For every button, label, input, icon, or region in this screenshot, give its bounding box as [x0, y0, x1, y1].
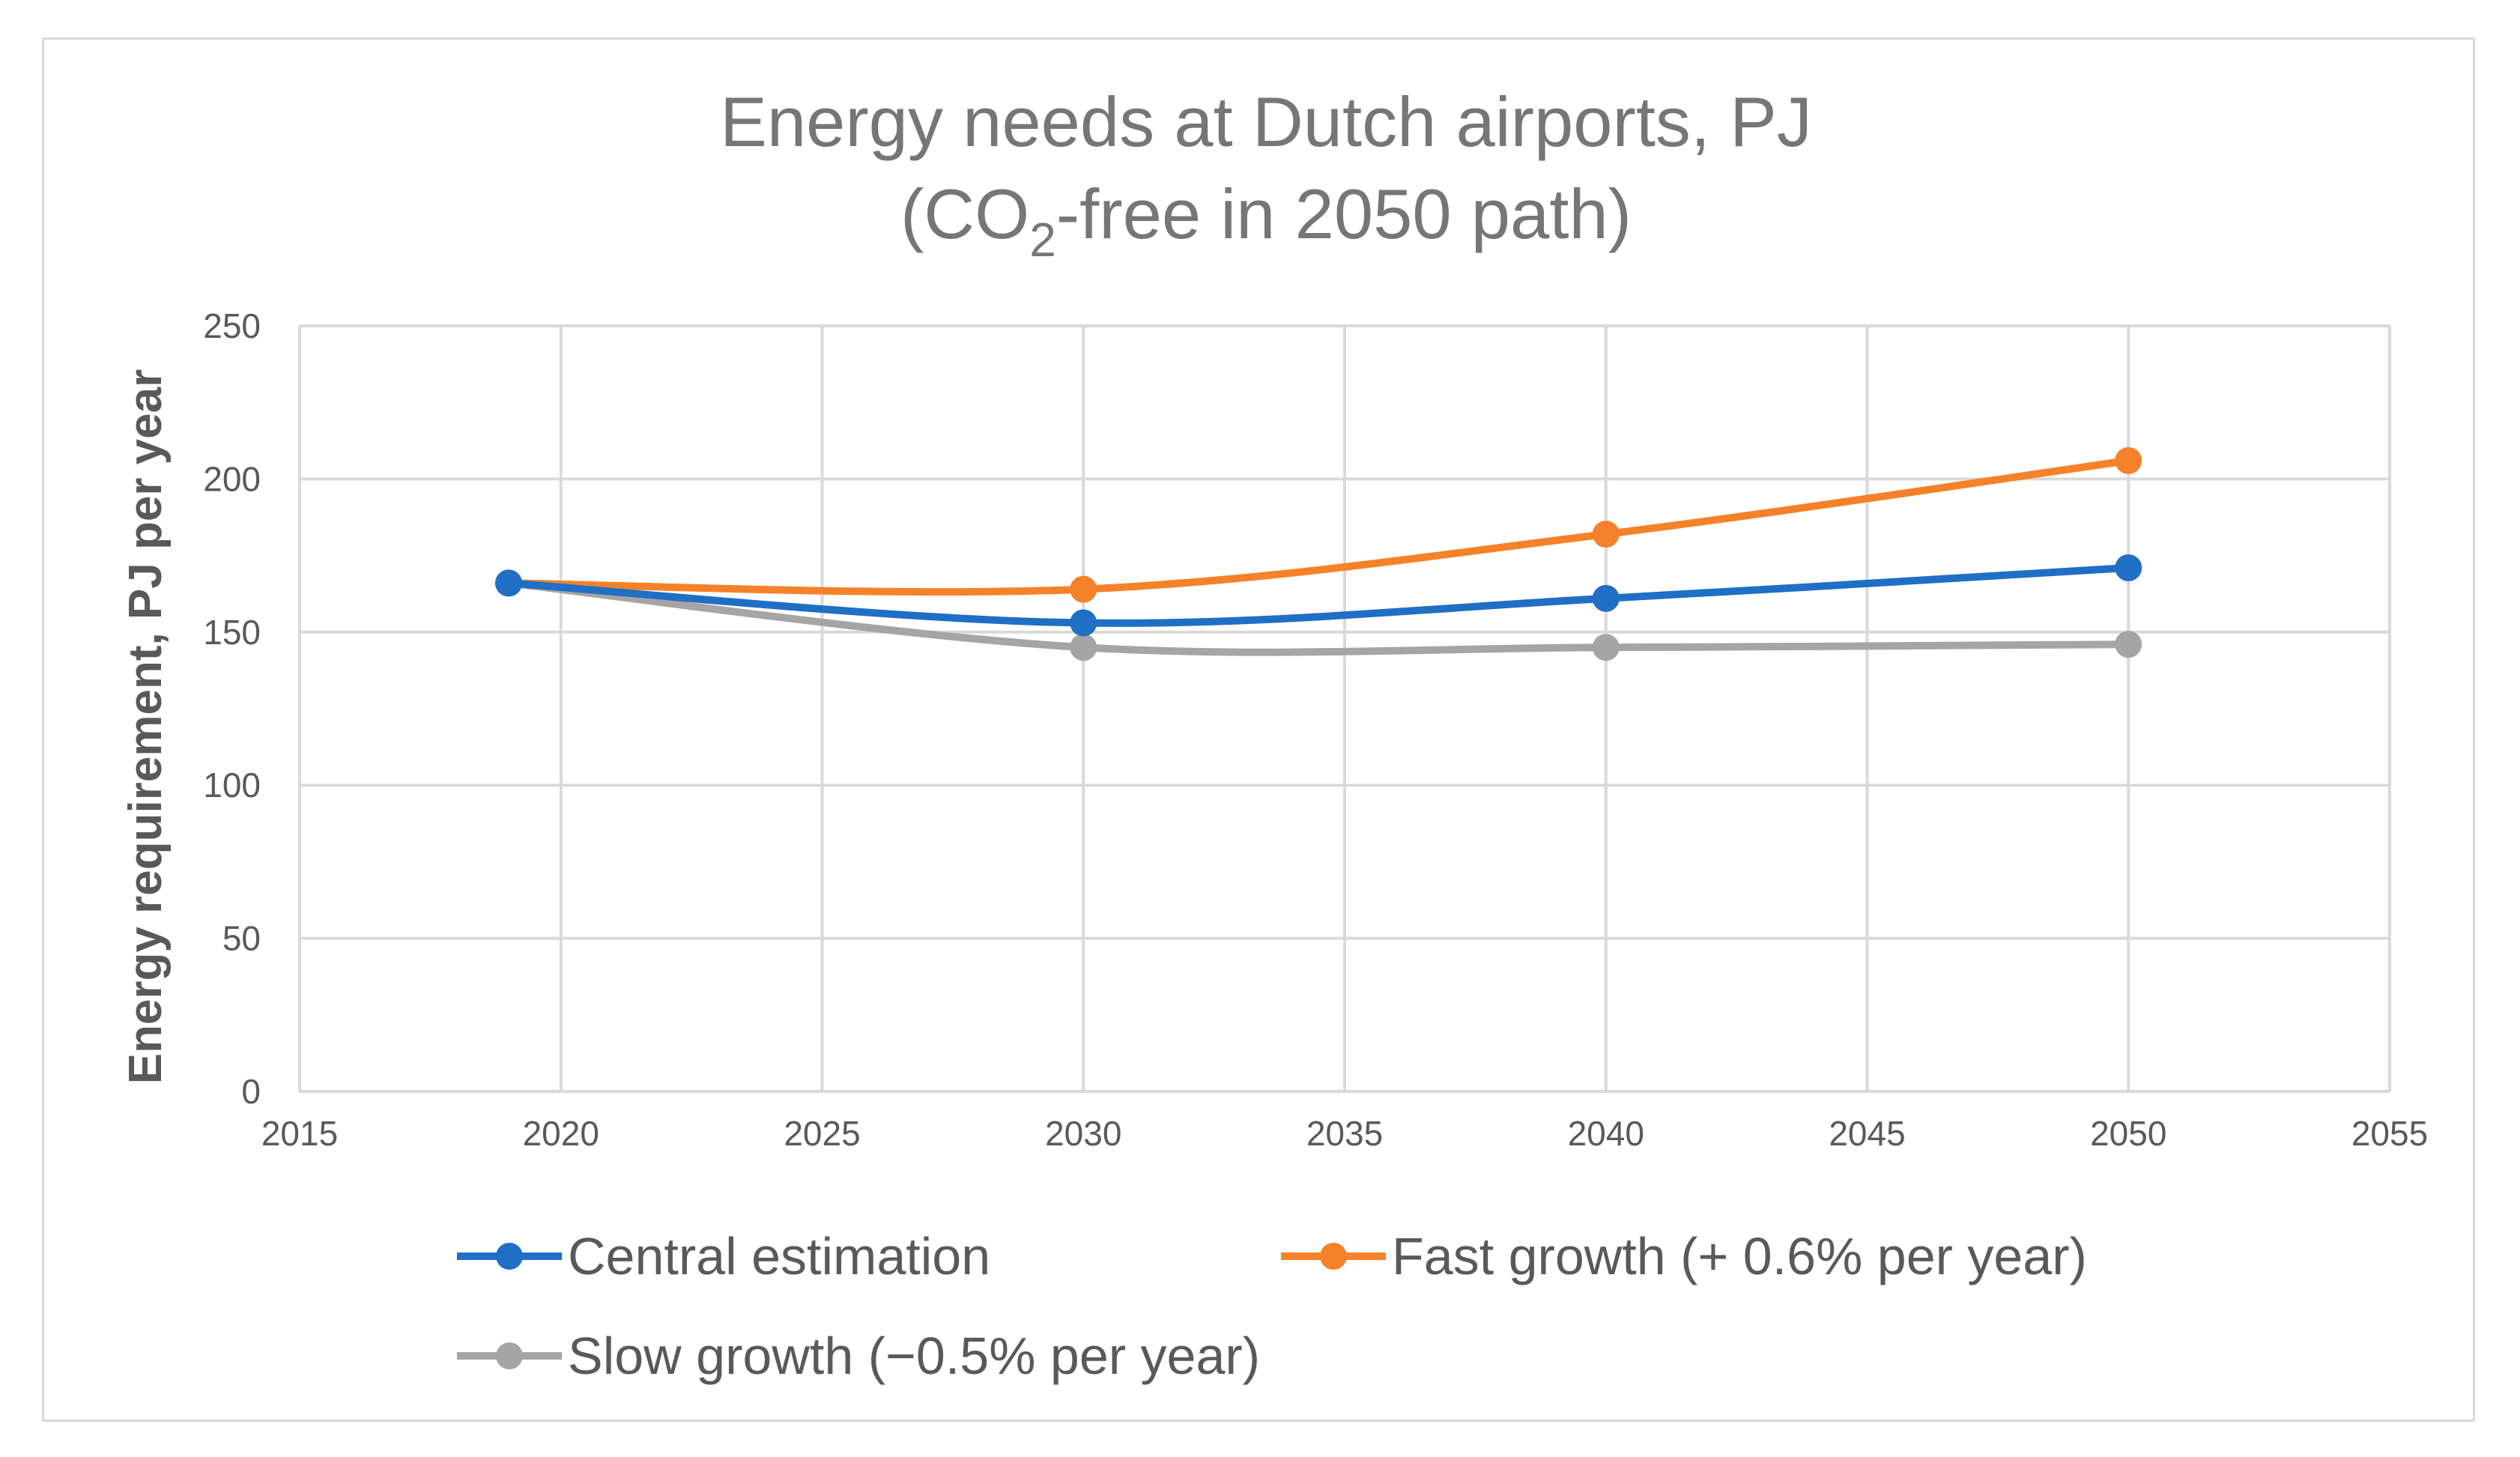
series-0-point-2050 — [2115, 554, 2142, 581]
legend-marker-1 — [1320, 1243, 1347, 1270]
y-tick-label-100: 100 — [203, 766, 261, 805]
y-tick-label-0: 0 — [241, 1072, 261, 1111]
chart-title-suffix: -free in 2050 path) — [1056, 175, 1632, 253]
chart-frame — [42, 37, 2475, 1422]
series-line-0 — [505, 563, 2133, 627]
gridlines — [298, 324, 2391, 1093]
chart-title-subscript: 2 — [1029, 213, 1056, 267]
chart-title-prefix: (CO — [900, 175, 1029, 253]
y-tick-label-150: 150 — [203, 613, 261, 652]
chart-title-line1: Energy needs at Dutch airports, PJ — [720, 82, 1812, 161]
series-1-point-2040 — [1592, 520, 1620, 548]
legend: Central estimation Fast growth (+ 0.6% pe… — [457, 1227, 2087, 1385]
axis-ticks: 2015 2020 2025 2030 2035 2040 2045 2050 2055 0 50 1… — [203, 306, 2428, 1153]
x-tick-label-2050: 2050 — [2090, 1114, 2166, 1153]
x-tick-label-2035: 2035 — [1306, 1114, 1383, 1153]
x-tick-label-2015: 2015 — [261, 1114, 338, 1153]
y-tick-label-200: 200 — [203, 459, 261, 498]
series-2-point-2050 — [2115, 631, 2142, 658]
series-2-point-2030 — [1070, 634, 1097, 661]
series-0-point-2019 — [495, 569, 522, 597]
y-tick-label-50: 50 — [222, 919, 261, 958]
x-tick-label-2020: 2020 — [523, 1114, 599, 1153]
x-tick-label-2045: 2045 — [1829, 1114, 1905, 1153]
legend-label-2: Slow growth (−0.5% per year) — [568, 1327, 1260, 1385]
series-2-point-2040 — [1592, 634, 1620, 661]
chart-title-line2: (CO2-free in 2050 path) — [900, 175, 1632, 267]
series-1-point-2050 — [2115, 446, 2142, 474]
y-axis-label: Energy requirement, PJ per year — [120, 369, 172, 1085]
x-tick-label-2025: 2025 — [784, 1114, 860, 1153]
series-1-point-2030 — [1070, 575, 1097, 603]
series-0-point-2030 — [1070, 609, 1097, 637]
legend-marker-0 — [496, 1243, 523, 1270]
legend-marker-2 — [496, 1342, 523, 1369]
legend-label-0: Central estimation — [568, 1227, 990, 1285]
series-lines — [495, 446, 2142, 661]
x-tick-label-2030: 2030 — [1045, 1114, 1121, 1153]
series-0-point-2040 — [1592, 584, 1620, 612]
legend-label-1: Fast growth (+ 0.6% per year) — [1392, 1227, 2087, 1285]
series-line-2 — [505, 579, 2133, 656]
series-line-1 — [505, 456, 2133, 596]
x-tick-label-2055: 2055 — [2351, 1114, 2428, 1153]
x-tick-label-2040: 2040 — [1568, 1114, 1644, 1153]
y-tick-label-250: 250 — [203, 306, 261, 345]
